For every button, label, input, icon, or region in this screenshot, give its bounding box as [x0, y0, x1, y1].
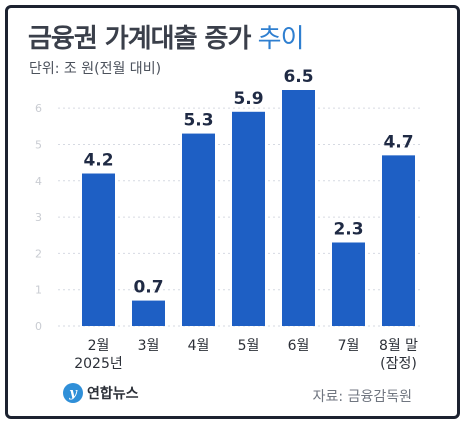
bar — [282, 90, 315, 326]
bar — [332, 242, 365, 326]
x-tick-label: 2025년 — [74, 356, 123, 372]
x-tick-label: 7월 — [338, 338, 360, 354]
x-tick-label: 4월 — [188, 338, 210, 354]
data-label: 4.7 — [383, 132, 413, 152]
x-tick-label: 3월 — [138, 338, 160, 354]
x-tick-label: 8월 말 — [379, 338, 418, 354]
y-tick-label: 0 — [35, 320, 42, 333]
bar — [182, 133, 215, 326]
y-tick-label: 1 — [35, 284, 42, 297]
bar-chart: 0 1 2 3 4 5 6 4.2 2월 2025년 0.7 3월 5.3 4월 5.9 5월 6.5 6월 2.3… — [35, 67, 420, 372]
unit-label: 단위: 조 원(전월 대비) — [29, 61, 162, 77]
chart-frame: 금융권 가계대출 증가 추이 단위: 조 원(전월 대비) 0 1 2 3 4 5 6 4.2… — [5, 5, 460, 419]
bar — [82, 173, 115, 326]
y-tick-label: 3 — [35, 211, 42, 224]
logo-text: 연합뉴스 — [87, 386, 139, 402]
y-tick-label: 4 — [35, 175, 42, 188]
data-label: 0.7 — [133, 278, 163, 298]
chart-title: 금융권 가계대출 증가 추이 — [28, 18, 304, 55]
data-label: 4.2 — [83, 151, 113, 171]
bar — [232, 111, 265, 327]
chart-title-main: 금융권 가계대출 증가 — [28, 24, 251, 54]
data-label: 5.9 — [233, 89, 263, 109]
bar — [132, 300, 165, 326]
data-label: 5.3 — [183, 111, 213, 131]
x-tick-label: 5월 — [238, 338, 260, 354]
yonhap-logo-icon: y — [63, 383, 83, 403]
bar — [382, 155, 415, 326]
x-tick-label: 2월 — [88, 338, 110, 354]
data-label: 6.5 — [283, 67, 313, 87]
data-label: 2.3 — [333, 219, 363, 239]
y-tick-label: 2 — [35, 247, 42, 260]
source-label: 자료: 금융감독원 — [312, 389, 412, 405]
chart-title-sub: 추이 — [257, 24, 305, 54]
logo: y 연합뉴스 — [63, 383, 139, 403]
x-tick-label: 6월 — [288, 338, 310, 354]
y-tick-label: 5 — [35, 138, 42, 151]
y-tick-label: 6 — [35, 102, 42, 115]
x-tick-label: (잠정) — [380, 356, 417, 372]
